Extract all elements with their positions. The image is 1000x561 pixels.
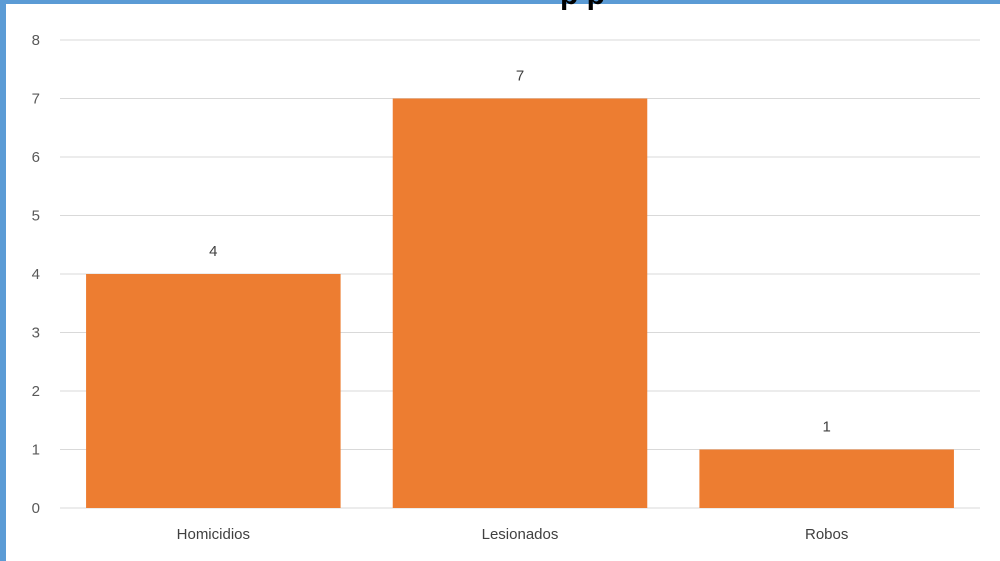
bars	[86, 98, 954, 508]
y-tick-label: 0	[32, 500, 40, 517]
y-axis-tick-labels: 0 1 2 3 4 5 6 7 8	[32, 32, 40, 517]
data-label: 7	[516, 68, 524, 85]
bar-lesionados	[392, 98, 648, 508]
y-tick-label: 1	[32, 442, 40, 459]
bar-homicidios	[86, 274, 341, 508]
y-tick-label: 3	[32, 325, 40, 342]
y-tick-label: 6	[32, 149, 40, 166]
bar-robos	[699, 449, 954, 508]
y-tick-label: 8	[32, 32, 40, 49]
y-tick-label: 5	[32, 208, 40, 225]
category-label: Lesionados	[482, 526, 559, 543]
data-label: 1	[822, 419, 830, 436]
data-labels: 4 7 1	[209, 68, 831, 436]
y-tick-label: 2	[32, 383, 40, 400]
y-tick-label: 7	[32, 91, 40, 108]
category-label: Homicidios	[177, 526, 250, 543]
chart-frame-top-border	[0, 0, 1000, 4]
chart-frame-left-border	[0, 0, 6, 561]
y-tick-label: 4	[32, 266, 40, 283]
chart-title-fragment: p p	[560, 0, 605, 12]
category-labels: Homicidios Lesionados Robos	[177, 526, 849, 543]
data-label: 4	[209, 243, 217, 260]
category-label: Robos	[805, 526, 848, 543]
